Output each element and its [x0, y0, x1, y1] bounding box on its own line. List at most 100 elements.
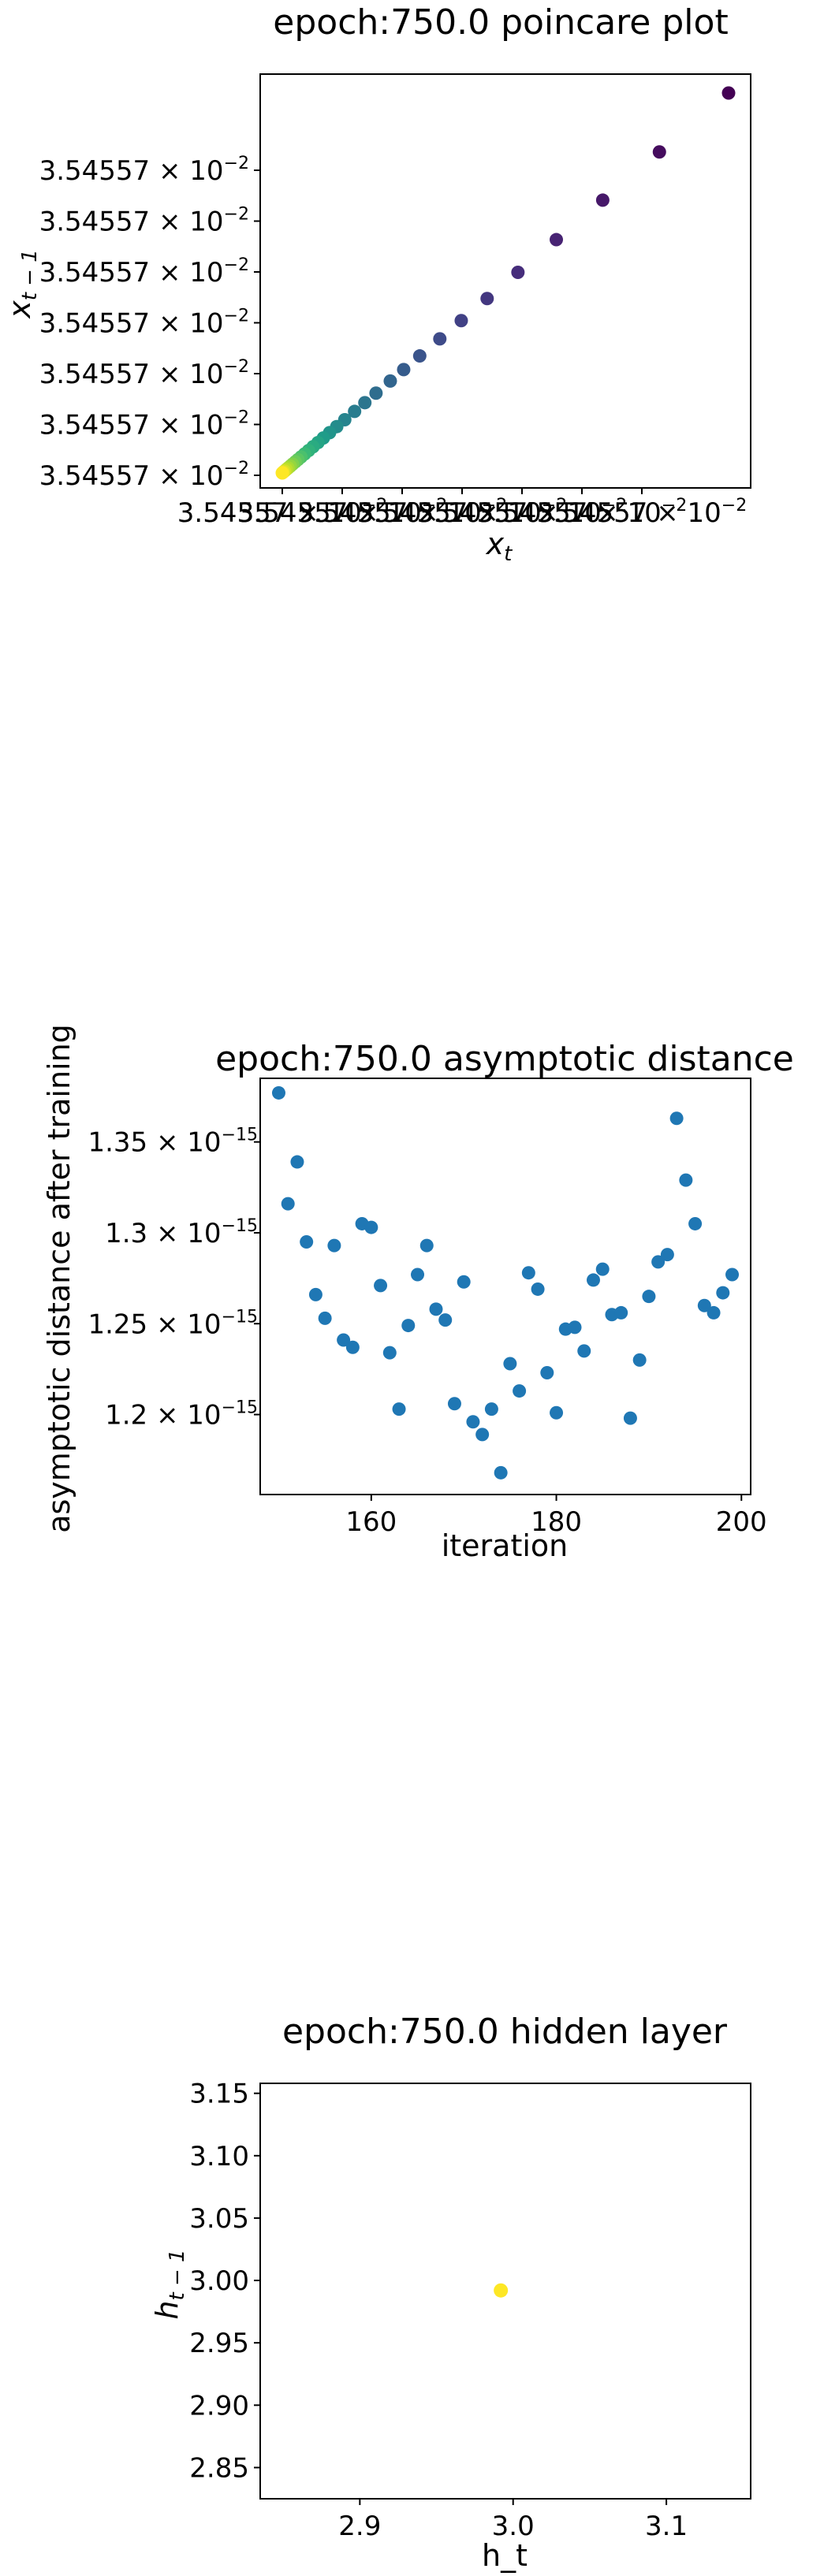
asymptotic-point — [521, 1266, 535, 1280]
poincare-y-tick-label: 3.54557 × 10−2 — [39, 307, 249, 340]
hidden-y-tick-label: 3.05 — [189, 2203, 249, 2235]
asymptotic-x-tick-label: 160 — [345, 1506, 397, 1538]
asymptotic-point — [290, 1155, 304, 1169]
asymptotic-point — [484, 1402, 498, 1416]
asymptotic-distance-title: epoch:750.0 asymptotic distance — [215, 1039, 794, 1079]
poincare-x-tick-label: 3.54557 × 10−2 — [177, 496, 387, 529]
asymptotic-point — [300, 1235, 314, 1249]
asymptotic-point — [345, 1340, 360, 1354]
hidden-x-tick-labels: 2.9 3.0 3.1 — [338, 2499, 688, 2542]
hidden-x-tick-label: 2.9 — [338, 2511, 381, 2542]
poincare-plot: epoch:750.0 poincare plot 3.54557 × 10−2… — [2, 2, 751, 566]
asymptotic-point — [697, 1298, 711, 1312]
poincare-x-tick-label: 3.54557 × 10−2 — [417, 496, 627, 529]
asymptotic-point — [679, 1173, 693, 1187]
hidden-points — [494, 2283, 509, 2298]
asymptotic-point — [438, 1313, 453, 1327]
poincare-x-tick-label: 3.54557 × 10−2 — [537, 496, 747, 529]
asymptotic-point — [642, 1290, 656, 1304]
asymptotic-y-axis-label: asymptotic distance after training — [42, 1024, 76, 1533]
hidden-layer-title: epoch:750.0 hidden layer — [282, 2012, 728, 2052]
poincare-y-tick-label: 3.54557 × 10−2 — [39, 408, 249, 441]
poincare-point — [454, 314, 468, 328]
hidden-y-tick-label: 3.15 — [189, 2079, 249, 2110]
asymptotic-point — [595, 1262, 610, 1276]
hidden-y-tick-label: 2.95 — [189, 2328, 249, 2359]
poincare-x-tick-labels: 3.54557 × 10−23.54557 × 10−23.54557 × 10… — [177, 488, 747, 529]
asymptotic-point — [401, 1319, 416, 1333]
poincare-x-tick-label: 3.54557 × 10−2 — [237, 496, 447, 529]
asymptotic-point — [374, 1279, 388, 1293]
asymptotic-point — [419, 1238, 434, 1253]
poincare-point — [383, 374, 397, 388]
poincare-point — [595, 193, 610, 207]
poincare-y-tick-label: 3.54557 × 10−2 — [39, 459, 249, 492]
poincare-y-axis-label: xt − 1 — [2, 249, 42, 319]
poincare-point — [652, 145, 666, 159]
poincare-plot-title: epoch:750.0 poincare plot — [273, 2, 728, 43]
asymptotic-point — [513, 1384, 527, 1398]
asymptotic-y-tick-label: 1.25 × 10−15 — [88, 1307, 258, 1340]
asymptotic-point — [429, 1302, 443, 1316]
poincare-y-tick-label: 3.54557 × 10−2 — [39, 205, 249, 238]
asymptotic-point — [623, 1411, 637, 1425]
asymptotic-distance-plot: epoch:750.0 asymptotic distance 1.2 × 10… — [42, 1024, 794, 1563]
poincare-x-tick-label: 3.54557 × 10−2 — [297, 496, 507, 529]
poincare-point — [433, 332, 447, 346]
asymptotic-point — [466, 1415, 480, 1429]
poincare-plot-frame — [259, 73, 751, 489]
asymptotic-point — [577, 1344, 591, 1358]
asymptotic-point — [632, 1353, 647, 1367]
hidden-layer-point — [494, 2283, 509, 2298]
asymptotic-point — [669, 1111, 684, 1126]
asymptotic-y-tick-labels: 1.2 × 10−15 1.25 × 10−15 1.3 × 10−15 1.35 ×… — [88, 1126, 260, 1431]
hidden-y-tick-label: 3.00 — [189, 2265, 249, 2297]
asymptotic-point — [457, 1275, 471, 1289]
asymptotic-x-tick-label: 200 — [716, 1506, 767, 1538]
asymptotic-point — [586, 1273, 600, 1287]
asymptotic-plot-frame — [259, 1078, 751, 1495]
poincare-point — [511, 266, 525, 280]
asymptotic-point — [568, 1320, 582, 1335]
poincare-point — [369, 386, 383, 400]
asymptotic-points — [271, 1085, 740, 1480]
asymptotic-point — [651, 1255, 666, 1269]
asymptotic-point — [494, 1465, 508, 1480]
asymptotic-point — [364, 1220, 378, 1234]
hidden-x-axis-label: h_t — [482, 2538, 528, 2573]
asymptotic-point — [447, 1397, 461, 1411]
hidden-plot-frame — [259, 2083, 751, 2500]
hidden-y-tick-labels: 2.85 2.90 2.95 3.00 3.05 3.10 3.15 — [189, 2079, 260, 2484]
poincare-point — [358, 396, 372, 410]
asymptotic-point — [540, 1366, 554, 1380]
asymptotic-point — [271, 1085, 285, 1100]
hidden-x-tick-label: 3.0 — [492, 2511, 535, 2542]
poincare-point — [721, 86, 736, 100]
asymptotic-point — [392, 1402, 406, 1416]
poincare-y-tick-labels: 3.54557 × 10−2 3.54557 × 10−2 3.54557 × 10… — [39, 154, 260, 492]
poincare-y-tick-label: 3.54557 × 10−2 — [39, 255, 249, 288]
asymptotic-point — [550, 1405, 564, 1420]
asymptotic-point — [475, 1428, 490, 1442]
poincare-y-tick-label: 3.54557 × 10−2 — [39, 357, 249, 390]
poincare-point — [412, 349, 427, 363]
asymptotic-point — [337, 1333, 351, 1347]
hidden-y-axis-label: ht − 1 — [150, 2249, 189, 2319]
asymptotic-x-tick-label: 180 — [531, 1506, 582, 1538]
asymptotic-point — [688, 1216, 703, 1230]
asymptotic-y-tick-label: 1.3 × 10−15 — [105, 1216, 258, 1249]
poincare-x-tick-label: 3.54557 × 10−2 — [357, 496, 567, 529]
poincare-point — [348, 404, 362, 419]
poincare-point — [397, 363, 411, 377]
asymptotic-y-tick-label: 1.2 × 10−15 — [105, 1398, 258, 1431]
asymptotic-point — [614, 1305, 628, 1320]
asymptotic-x-tick-labels: 160 180 200 — [345, 1495, 767, 1538]
hidden-x-tick-label: 3.1 — [645, 2511, 688, 2542]
asymptotic-point — [327, 1238, 341, 1253]
asymptotic-x-axis-label: iteration — [442, 1528, 569, 1563]
hidden-y-tick-label: 3.10 — [189, 2141, 249, 2172]
asymptotic-point — [281, 1197, 295, 1211]
asymptotic-point — [531, 1282, 545, 1296]
poincare-point — [480, 292, 494, 306]
